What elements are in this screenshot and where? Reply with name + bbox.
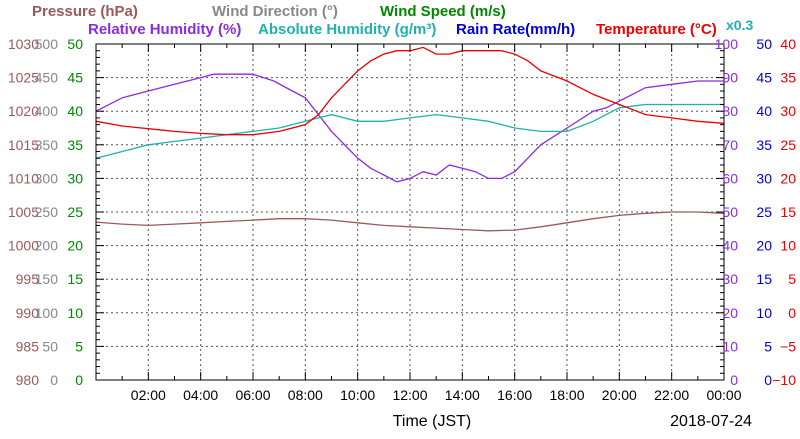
wind_dir-tick-label: 250: [35, 204, 59, 220]
x-tick-label: 22:00: [654, 387, 689, 403]
rain_rate-tick-label: 25: [756, 204, 772, 220]
wind_speed-tick-label: 25: [67, 204, 83, 220]
series-lines: [95, 46, 725, 232]
series-pressure-line: [95, 211, 725, 232]
wind_speed-tick-label: 20: [67, 238, 83, 254]
pressure-tick-label: 1005: [8, 204, 39, 220]
temperature-tick-label: 5: [788, 271, 796, 287]
wind_speed-tick-label: 30: [67, 170, 83, 186]
x-tick-label: 18:00: [549, 387, 584, 403]
pressure-tick-label: 1025: [8, 70, 39, 86]
rel_hum-tick-label: 40: [722, 238, 738, 254]
rel_hum-tick-label: 10: [722, 338, 738, 354]
axes: 02:00 04:00 06:00 08:00 10:00 12:00 14:00 16:00…: [8, 36, 796, 403]
rain_rate-tick-label: 0: [764, 372, 772, 388]
pressure-tick-label: 985: [16, 338, 40, 354]
wind_dir-tick-label: 450: [35, 70, 59, 86]
temperature-tick-label: −5: [780, 338, 796, 354]
pressure-tick-label: 1010: [8, 170, 39, 186]
x-tick-label: 12:00: [392, 387, 427, 403]
temperature-tick-label: 40: [780, 36, 796, 52]
wind_dir-tick-label: 350: [35, 137, 59, 153]
x-axis-label: Time (JST): [393, 413, 472, 430]
wind_dir-tick-label: 100: [35, 305, 59, 321]
rain_rate-tick-label: 40: [756, 103, 772, 119]
x-tick-label: 02:00: [131, 387, 166, 403]
grid: [96, 44, 724, 380]
rain_rate-tick-label: 15: [756, 271, 772, 287]
date-label: 2018-07-24: [670, 413, 752, 430]
scale-note: x0.3: [726, 17, 753, 33]
rel_hum-tick-label: 50: [722, 204, 738, 220]
wind_speed-tick-label: 35: [67, 137, 83, 153]
legend-pressure: Pressure (hPa): [32, 3, 138, 20]
series-temperature-line: [95, 103, 724, 159]
legend-abs_hum: Absolute Humidity (g/m³): [258, 21, 436, 38]
rel_hum-tick-label: 20: [722, 305, 738, 321]
temperature-tick-label: 20: [780, 170, 796, 186]
x-tick-label: 10:00: [340, 387, 375, 403]
rel_hum-tick-label: 30: [722, 271, 738, 287]
rel_hum-tick-label: 80: [722, 103, 738, 119]
rel_hum-tick-label: 60: [722, 170, 738, 186]
x-tick-label: 16:00: [497, 387, 532, 403]
temperature-tick-label: −10: [772, 372, 796, 388]
wind_speed-tick-label: 10: [67, 305, 83, 321]
temperature-tick-label: 15: [780, 204, 796, 220]
legend-wind_dir: Wind Direction (°): [212, 3, 338, 20]
legend-rel_hum: Relative Humidity (%): [88, 21, 241, 38]
rain_rate-tick-label: 20: [756, 238, 772, 254]
series-rel_hum-line: [95, 73, 724, 183]
rain_rate-tick-label: 50: [756, 36, 772, 52]
wind_dir-tick-label: 150: [35, 271, 59, 287]
wind_speed-tick-label: 5: [75, 338, 83, 354]
temperature-tick-label: 30: [780, 103, 796, 119]
wind_speed-tick-label: 45: [67, 70, 83, 86]
rel_hum-tick-label: 0: [730, 372, 738, 388]
wind_dir-tick-label: 400: [35, 103, 59, 119]
legend-rain_rate: Rain Rate(mm/h): [456, 21, 575, 38]
rain_rate-tick-label: 35: [756, 137, 772, 153]
legend-temperature: Temperature (°C): [596, 21, 717, 38]
x-tick-label: 00:00: [706, 387, 741, 403]
rain_rate-tick-label: 10: [756, 305, 772, 321]
rel_hum-tick-label: 70: [722, 137, 738, 153]
legend: Pressure (hPa) Wind Direction (°) Wind Spe…: [32, 3, 753, 38]
rel_hum-tick-label: 90: [722, 70, 738, 86]
x-tick-label: 14:00: [445, 387, 480, 403]
wind_speed-tick-label: 0: [75, 372, 83, 388]
pressure-tick-label: 990: [16, 305, 40, 321]
temperature-tick-label: 0: [788, 305, 796, 321]
pressure-tick-label: 1000: [8, 238, 39, 254]
series-temperature-line: [95, 46, 725, 136]
wind_speed-tick-label: 15: [67, 271, 83, 287]
legend-wind_speed: Wind Speed (m/s): [380, 3, 506, 20]
rain_rate-tick-label: 5: [764, 338, 772, 354]
wind_dir-tick-label: 50: [42, 338, 58, 354]
pressure-tick-label: 1020: [8, 103, 39, 119]
wind_dir-tick-label: 300: [35, 170, 59, 186]
x-tick-label: 06:00: [235, 387, 270, 403]
rel_hum-tick-label: 100: [715, 36, 739, 52]
wind_speed-tick-label: 40: [67, 103, 83, 119]
pressure-tick-label: 1015: [8, 137, 39, 153]
pressure-tick-label: 995: [16, 271, 40, 287]
x-tick-label: 20:00: [602, 387, 637, 403]
wind_dir-tick-label: 500: [35, 36, 59, 52]
wind_dir-tick-label: 200: [35, 238, 59, 254]
rain_rate-tick-label: 30: [756, 170, 772, 186]
wind_dir-tick-label: 0: [50, 372, 58, 388]
x-tick-label: 04:00: [183, 387, 218, 403]
temperature-tick-label: 10: [780, 238, 796, 254]
pressure-tick-label: 1030: [8, 36, 39, 52]
temperature-tick-label: 25: [780, 137, 796, 153]
pressure-tick-label: 980: [16, 372, 40, 388]
temperature-tick-label: 35: [780, 70, 796, 86]
wind_speed-tick-label: 50: [67, 36, 83, 52]
rain_rate-tick-label: 45: [756, 70, 772, 86]
x-tick-label: 08:00: [288, 387, 323, 403]
